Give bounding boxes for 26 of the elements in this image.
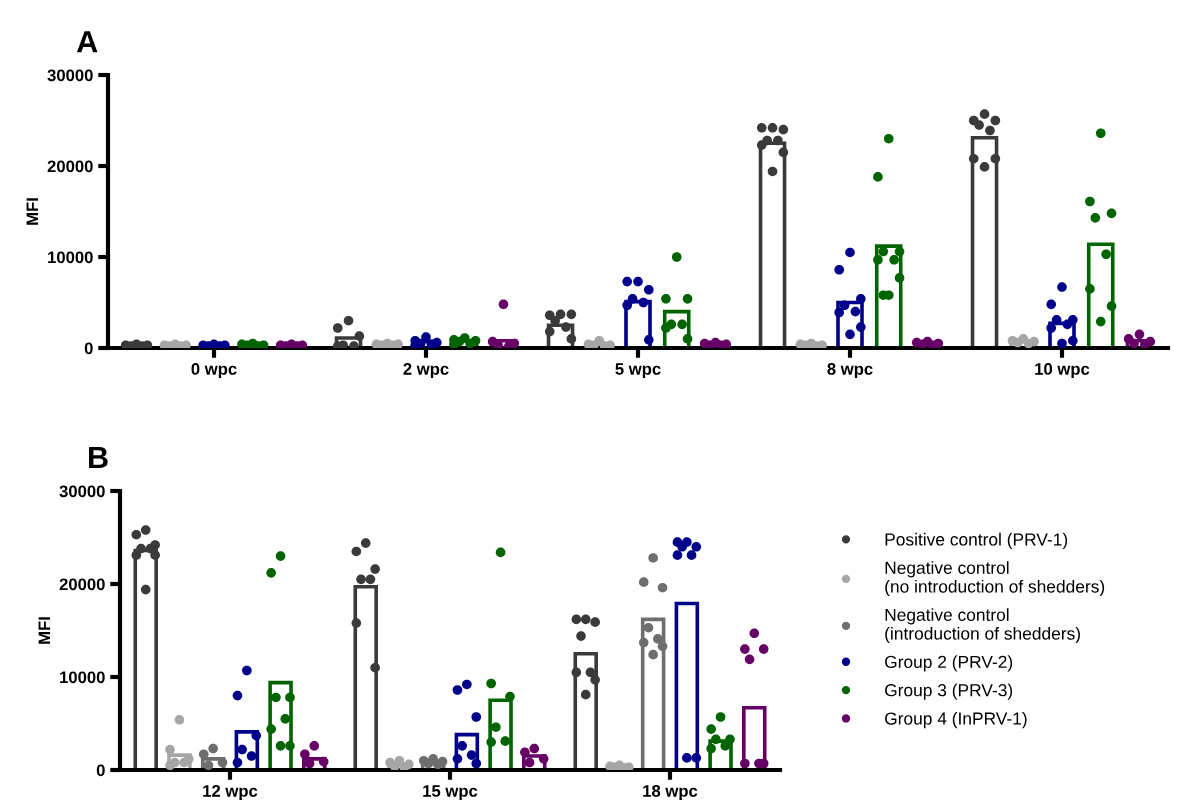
chart-title: A bbox=[76, 31, 98, 53]
legend-label: Negative control (no introduction of shedders) bbox=[885, 561, 1105, 597]
x-tick-label: 2 wpc bbox=[403, 363, 449, 379]
y-tick-label: 30000 bbox=[47, 69, 93, 82]
y-tick-label: 30000 bbox=[59, 485, 105, 498]
x-tick-label: 5 wpc bbox=[615, 363, 661, 379]
y-axis-title: MFI bbox=[26, 198, 39, 225]
y-tick-label: 20000 bbox=[59, 578, 105, 591]
x-tick-label: 8 wpc bbox=[827, 363, 873, 379]
legend-label: Group 2 (PRV-2) bbox=[885, 655, 1013, 672]
legend-label: Group 4 (InPRV-1) bbox=[885, 711, 1027, 729]
legend-label: Group 3 (PRV-3) bbox=[885, 683, 1013, 700]
x-tick-label: 15 wpc bbox=[423, 785, 478, 801]
x-tick-label: 18 wpc bbox=[643, 785, 698, 801]
y-tick-label: 10000 bbox=[48, 251, 93, 264]
x-tick-label: 10 wpc bbox=[1035, 363, 1090, 379]
y-tick-label: 20000 bbox=[47, 160, 93, 173]
y-tick-label: 0 bbox=[96, 764, 105, 777]
y-tick-label: 0 bbox=[84, 342, 93, 355]
y-tick-label: 10000 bbox=[60, 671, 105, 684]
chart-title: B bbox=[89, 446, 108, 468]
y-axis-title: MFI bbox=[38, 617, 51, 644]
legend-label: Positive control (PRV-1) bbox=[885, 532, 1068, 550]
legend-label: Negative control (introduction of shedders) bbox=[885, 608, 1080, 644]
x-tick-label: 0 wpc bbox=[191, 363, 237, 379]
x-tick-label: 12 wpc bbox=[203, 785, 258, 801]
